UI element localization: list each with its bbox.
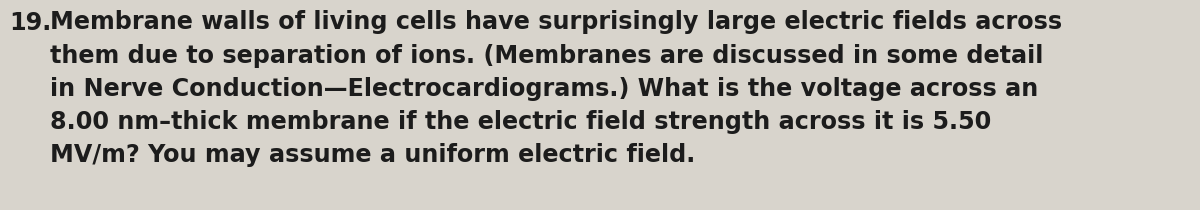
Text: Membrane walls of living cells have surprisingly large electric fields across
th: Membrane walls of living cells have surp…	[50, 10, 1062, 167]
Text: 19.: 19.	[10, 10, 52, 34]
